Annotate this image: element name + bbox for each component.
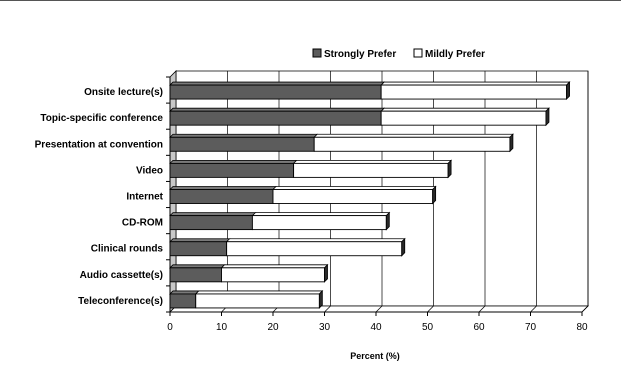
top-rule <box>0 0 621 1</box>
gridline-floor <box>324 305 331 313</box>
bar-front-face <box>169 215 253 231</box>
bars <box>169 81 571 309</box>
category-label: Teleconference(s) <box>78 296 163 307</box>
category-label: Video <box>136 165 163 176</box>
legend-label: Strongly Prefer <box>324 49 396 60</box>
x-tick-label: 10 <box>216 322 228 333</box>
bar-mildly-prefer <box>251 211 391 231</box>
bar-front-face <box>169 110 382 126</box>
bar-strongly-prefer <box>169 212 257 231</box>
x-tick-label: 70 <box>525 322 537 333</box>
bar-end-face <box>447 159 452 179</box>
gridline-floor <box>375 305 383 313</box>
legend-swatch <box>312 48 322 58</box>
gridline-floor <box>530 305 537 313</box>
bar-strongly-prefer <box>169 81 386 100</box>
bar-top-face <box>169 290 200 295</box>
bar-mildly-prefer <box>380 81 571 101</box>
x-tick-label: 80 <box>576 322 588 333</box>
bar-end-face <box>566 81 570 101</box>
legend-swatch <box>413 48 423 58</box>
gridline-floor <box>478 305 486 313</box>
legend: Strongly Prefer Mildly Prefer <box>312 48 485 60</box>
gridline-floor <box>581 305 589 313</box>
category-label: Onsite lecture(s) <box>84 87 163 98</box>
bar-mildly-prefer <box>225 237 406 257</box>
bar-top-face <box>220 264 329 269</box>
category-label: Clinical rounds <box>91 244 164 255</box>
bar-mildly-prefer <box>380 107 550 127</box>
bar-strongly-prefer <box>169 186 277 204</box>
bar-front-face <box>169 189 274 204</box>
legend-label: Mildly Prefer <box>425 49 485 60</box>
bar-front-face <box>169 267 222 283</box>
bar-strongly-prefer <box>169 107 386 126</box>
bar-front-face <box>169 162 295 178</box>
gridline-floor <box>427 305 434 313</box>
bar-front-face <box>169 293 197 309</box>
category-label: Audio cassette(s) <box>80 270 163 281</box>
bar-front-face <box>293 162 449 178</box>
bar-front-face <box>195 293 320 309</box>
bar-strongly-prefer <box>169 238 231 257</box>
bar-front-face <box>272 189 434 204</box>
bar-end-face <box>432 185 437 205</box>
bar-top-face <box>169 264 226 269</box>
bar-end-face <box>401 237 406 257</box>
bar-front-face <box>221 267 325 283</box>
bar-front-face <box>380 110 547 126</box>
bar-end-face <box>545 107 550 127</box>
bar-end-face <box>324 263 328 283</box>
bar-end-face <box>509 133 514 153</box>
bar-strongly-prefer <box>169 159 298 178</box>
bar-strongly-prefer <box>169 133 319 152</box>
bar-top-face <box>194 290 324 295</box>
category-label: Internet <box>126 192 163 203</box>
bar-front-face <box>226 241 403 257</box>
category-label: Topic-specific conference <box>40 113 163 124</box>
bar-mildly-prefer <box>313 133 514 153</box>
bar-front-face <box>313 136 511 152</box>
bar-front-face <box>169 136 315 152</box>
bar-front-face <box>251 215 387 231</box>
bar-mildly-prefer <box>272 185 437 205</box>
x-axis-title: Percent (%) <box>350 351 400 361</box>
x-tick-label: 40 <box>370 322 382 333</box>
bar-strongly-prefer <box>169 290 200 309</box>
bar-strongly-prefer <box>169 264 226 283</box>
category-label: Presentation at convention <box>35 139 163 150</box>
bar-end-face <box>385 211 390 231</box>
x-tick-label: 20 <box>267 322 279 333</box>
bar-mildly-prefer <box>292 159 453 179</box>
tick-labels: 0 10 20 30 40 50 60 70 80 <box>167 322 588 333</box>
bar-front-face <box>169 84 382 100</box>
x-tick-label: 60 <box>473 322 485 333</box>
x-tick-label: 30 <box>319 322 331 333</box>
bar-mildly-prefer <box>220 263 329 283</box>
bar-front-face <box>169 241 228 257</box>
category-labels: Onsite lecture(s) Topic-specific conferen… <box>35 87 164 307</box>
bar-mildly-prefer <box>194 289 324 309</box>
bar-front-face <box>380 84 567 100</box>
x-tick-label: 0 <box>167 322 173 333</box>
bar-end-face <box>318 289 323 309</box>
x-tick-label: 50 <box>422 322 434 333</box>
category-label: CD-ROM <box>122 218 163 229</box>
